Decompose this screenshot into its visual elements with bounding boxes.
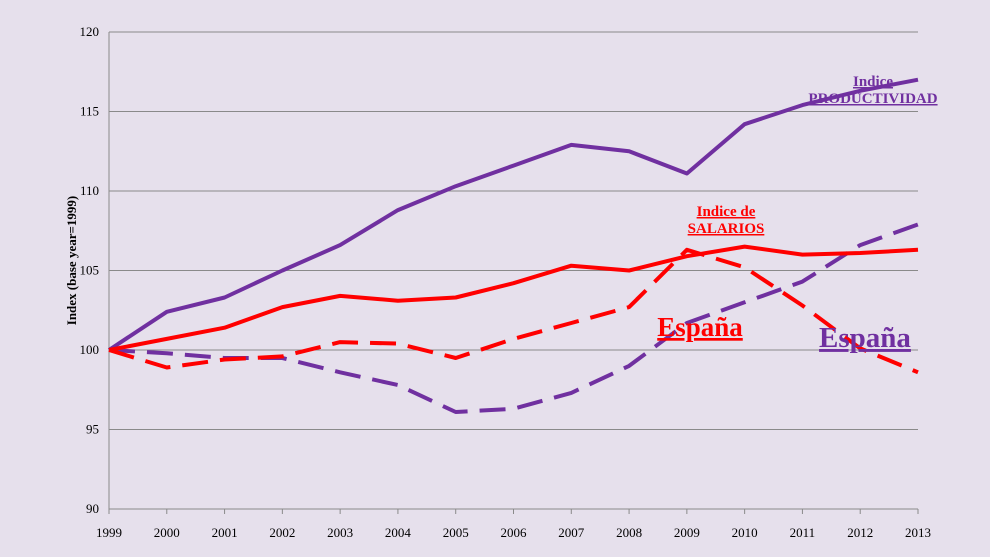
y-tick-label-110: 110	[80, 183, 99, 198]
y-tick-label-120: 120	[80, 24, 100, 39]
x-tick-label-2000: 2000	[154, 525, 180, 540]
x-tick-label-2008: 2008	[616, 525, 642, 540]
x-tick-label-2009: 2009	[674, 525, 700, 540]
x-tick-label-2011: 2011	[790, 525, 816, 540]
x-tick-label-2005: 2005	[443, 525, 469, 540]
y-tick-label-90: 90	[86, 501, 99, 516]
x-tick-label-2004: 2004	[385, 525, 412, 540]
y-tick-label-95: 95	[86, 422, 99, 437]
y-tick-label-115: 115	[80, 104, 99, 119]
x-tick-label-2007: 2007	[558, 525, 585, 540]
series-line-2	[108, 247, 919, 375]
y-axis-label: Index (base year=1999)	[64, 196, 79, 325]
annotation-1-line-1: SALARIOS	[688, 221, 765, 237]
y-tick-label-105: 105	[80, 263, 100, 278]
annotation-0-line-0: Indice	[853, 74, 893, 90]
x-tick-label-2001: 2001	[212, 525, 238, 540]
x-tick-label-1999: 1999	[96, 525, 122, 540]
annotation-1-line-0: Indice de	[697, 204, 756, 220]
y-tick-label-100: 100	[80, 342, 100, 357]
x-tick-label-2002: 2002	[269, 525, 295, 540]
annotation-2-line-0: España	[657, 312, 743, 342]
x-tick-label-2012: 2012	[847, 525, 873, 540]
x-tick-label-2010: 2010	[732, 525, 758, 540]
annotation-3-line-0: España	[819, 322, 911, 354]
annotation-0-line-1: PRODUCTIVIDAD	[808, 91, 937, 107]
series-line-0	[107, 77, 919, 352]
x-tick-label-2013: 2013	[905, 525, 931, 540]
x-tick-label-2003: 2003	[327, 525, 353, 540]
x-tick-label-2006: 2006	[501, 525, 528, 540]
series-line-1	[108, 244, 919, 352]
